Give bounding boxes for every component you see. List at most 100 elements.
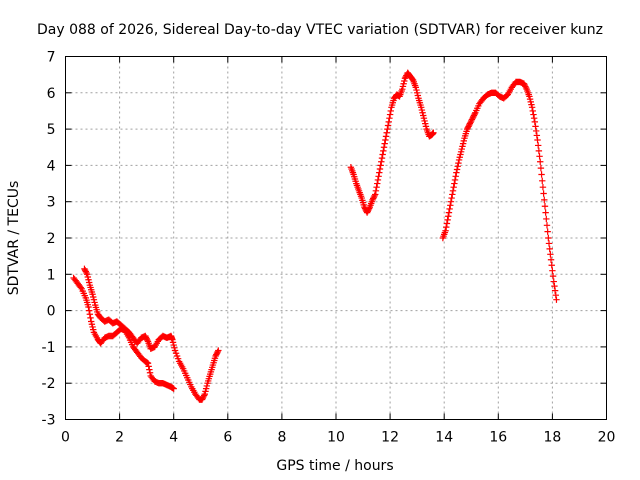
data-point <box>535 147 543 155</box>
data-point <box>551 282 558 290</box>
data-point <box>85 303 92 311</box>
data-point <box>378 154 386 162</box>
data-point <box>522 84 530 92</box>
data-point <box>200 392 208 399</box>
y-tick-label: 2 <box>47 231 56 247</box>
y-tick-label: 0 <box>47 304 56 320</box>
data-point <box>215 347 222 354</box>
data-point <box>530 115 538 122</box>
data-point <box>539 177 546 185</box>
data-point <box>449 187 457 195</box>
data-point <box>386 115 393 122</box>
data-point <box>77 284 84 291</box>
data-point <box>541 196 548 204</box>
data-point <box>146 369 154 376</box>
data-point <box>454 163 461 170</box>
x-tick-label: 10 <box>327 430 345 446</box>
data-point <box>444 216 451 224</box>
data-point <box>376 169 383 176</box>
data-point <box>387 107 394 115</box>
data-point <box>144 360 152 367</box>
series-track-3 <box>347 69 437 216</box>
data-point <box>537 158 544 165</box>
data-point <box>549 272 557 280</box>
x-tick-labels: 0 2 4 6 8 10 12 14 16 18 20 <box>61 430 615 446</box>
data-point <box>541 203 549 210</box>
data-point <box>86 311 94 318</box>
x-tick-label: 4 <box>169 430 178 446</box>
data-point <box>532 127 540 135</box>
data-point <box>447 202 454 209</box>
y-tick-label: -1 <box>42 340 56 356</box>
x-axis-label: GPS time / hours <box>276 458 393 474</box>
data-point <box>529 107 536 115</box>
y-tick-label: 5 <box>47 122 56 138</box>
y-tick-label: 6 <box>47 86 56 102</box>
data-point <box>144 336 151 344</box>
data-point <box>450 183 457 191</box>
data-point <box>551 287 559 294</box>
data-point <box>379 151 386 158</box>
data-point <box>531 118 539 126</box>
data-point <box>380 147 387 155</box>
data-point <box>443 220 451 227</box>
data-point <box>534 136 541 144</box>
y-tick-label: 3 <box>47 195 56 211</box>
data-point <box>540 190 547 197</box>
data-point <box>380 144 388 151</box>
data-point <box>534 142 542 149</box>
data-point <box>446 205 453 213</box>
data-point <box>528 104 536 111</box>
x-tick-label: 6 <box>223 430 232 446</box>
data-point <box>430 129 437 136</box>
data-point <box>372 191 379 198</box>
y-tick-label: 1 <box>47 267 56 283</box>
data-point <box>537 164 545 172</box>
data-point <box>384 125 391 133</box>
data-point <box>453 166 461 173</box>
data-point <box>445 209 453 216</box>
data-point <box>442 227 449 234</box>
data-points <box>70 69 560 403</box>
y-tick-label: -2 <box>42 376 56 392</box>
data-point <box>453 169 460 176</box>
y-tick-label: -3 <box>42 413 56 429</box>
data-point <box>532 123 539 130</box>
data-point <box>87 314 94 322</box>
data-point <box>83 269 90 277</box>
data-point <box>471 110 478 118</box>
y-tick-label: 4 <box>47 158 56 174</box>
data-point <box>378 158 385 165</box>
data-point <box>533 132 541 139</box>
series-track-2 <box>81 265 222 403</box>
data-point <box>170 385 177 392</box>
data-point <box>377 162 384 169</box>
chart-title: Day 088 of 2026, Sidereal Day-to-day VTE… <box>37 22 603 38</box>
series-track-1 <box>70 274 177 392</box>
data-point <box>385 118 392 126</box>
data-point <box>553 296 560 303</box>
x-tick-label: 8 <box>277 430 286 446</box>
data-point <box>386 111 394 118</box>
plot-frame <box>65 56 607 420</box>
data-point <box>374 176 382 184</box>
data-point <box>146 366 153 373</box>
data-point <box>545 240 553 247</box>
data-point <box>365 205 373 212</box>
data-point <box>539 183 547 191</box>
data-point <box>85 307 93 314</box>
series-track-4 <box>439 78 560 303</box>
data-point <box>544 228 551 235</box>
x-tick-label: 12 <box>381 430 399 446</box>
data-point <box>452 173 459 180</box>
data-point <box>550 278 557 285</box>
data-point <box>382 133 390 140</box>
data-point <box>545 234 552 242</box>
x-tick-label: 14 <box>435 430 453 446</box>
data-point <box>543 215 550 223</box>
data-point <box>548 262 555 269</box>
data-point <box>383 129 390 136</box>
data-point <box>542 209 549 216</box>
x-tick-label: 0 <box>61 430 70 446</box>
